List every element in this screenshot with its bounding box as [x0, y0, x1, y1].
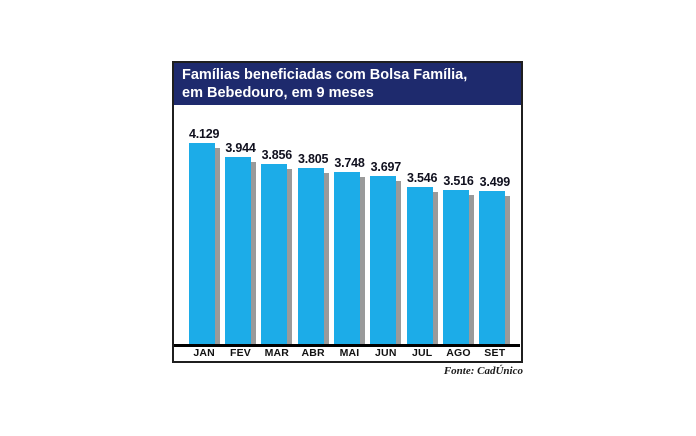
month-label: ABR [301, 347, 325, 359]
bar-fill [479, 191, 506, 344]
bar-value-label: 3.516 [443, 174, 474, 188]
x-axis-labels: JAN FEV MAR ABR MAI JUN JUL AGO SET [174, 347, 521, 359]
plot-area: 4.129 3.944 3.856 3.805 3.748 3.697 3.546 3.516… [174, 105, 521, 359]
month-label: FEV [229, 347, 251, 359]
bar-value-label: 4.129 [189, 127, 220, 141]
bar-column: 3.748 [331, 156, 367, 344]
bar-shadow [432, 192, 438, 344]
chart-title: Famílias beneficiadas com Bolsa Família,… [174, 63, 521, 105]
bars-row: 4.129 3.944 3.856 3.805 3.748 3.697 3.546 3.516… [174, 105, 521, 344]
bar [479, 191, 511, 344]
bar-fill [188, 143, 215, 344]
chart-title-line1: Famílias beneficiadas com Bolsa Família, [182, 67, 468, 83]
bar-column: 3.546 [404, 171, 440, 344]
bar [224, 157, 256, 344]
month-label: MAR [264, 347, 290, 359]
bar-value-label: 3.805 [298, 152, 329, 166]
month-label: MAI [339, 347, 360, 359]
bar-column: 4.129 [186, 127, 222, 344]
bar-fill [370, 176, 397, 344]
bar-column: 3.805 [295, 152, 331, 344]
bar-column: 3.856 [259, 148, 295, 344]
chart-title-line2: em Bebedouro, em 9 meses [182, 85, 374, 101]
bar-fill [333, 172, 360, 344]
bar [333, 172, 365, 344]
bar [370, 176, 402, 344]
bar-value-label: 3.546 [407, 171, 438, 185]
bar-shadow [323, 173, 329, 344]
bar-shadow [214, 148, 220, 344]
bar-value-label: 3.856 [261, 148, 292, 162]
bar [406, 187, 438, 344]
month-label: SET [484, 347, 506, 359]
bar-fill [261, 164, 288, 344]
bar-fill [224, 157, 251, 344]
month-label: JUL [411, 347, 433, 359]
bar [261, 164, 293, 344]
bar-fill [297, 168, 324, 344]
bar-shadow [468, 195, 474, 344]
bar-column: 3.697 [368, 160, 404, 344]
bar-fill [442, 190, 469, 344]
bar-column: 3.944 [222, 141, 258, 344]
x-axis-line [174, 344, 520, 347]
bar [188, 143, 220, 344]
bar-shadow [505, 196, 511, 344]
month-label: JUN [375, 347, 397, 359]
bar-column: 3.516 [440, 174, 476, 344]
bar-shadow [396, 181, 402, 344]
bar-fill [406, 187, 433, 344]
bar-value-label: 3.748 [334, 156, 365, 170]
bar-value-label: 3.697 [370, 160, 401, 174]
source-caption: Fonte: CadÚnico [443, 365, 523, 377]
bar-value-label: 3.944 [225, 141, 256, 155]
bar-value-label: 3.499 [479, 175, 510, 189]
month-label: AGO [446, 347, 471, 359]
bar-shadow [287, 169, 293, 344]
month-label: JAN [193, 347, 215, 359]
chart-panel: Famílias beneficiadas com Bolsa Família,… [172, 61, 523, 363]
bar [442, 190, 474, 344]
bar-column: 3.499 [477, 175, 513, 344]
bar-shadow [250, 162, 256, 344]
bar [297, 168, 329, 344]
bar-shadow [359, 177, 365, 344]
